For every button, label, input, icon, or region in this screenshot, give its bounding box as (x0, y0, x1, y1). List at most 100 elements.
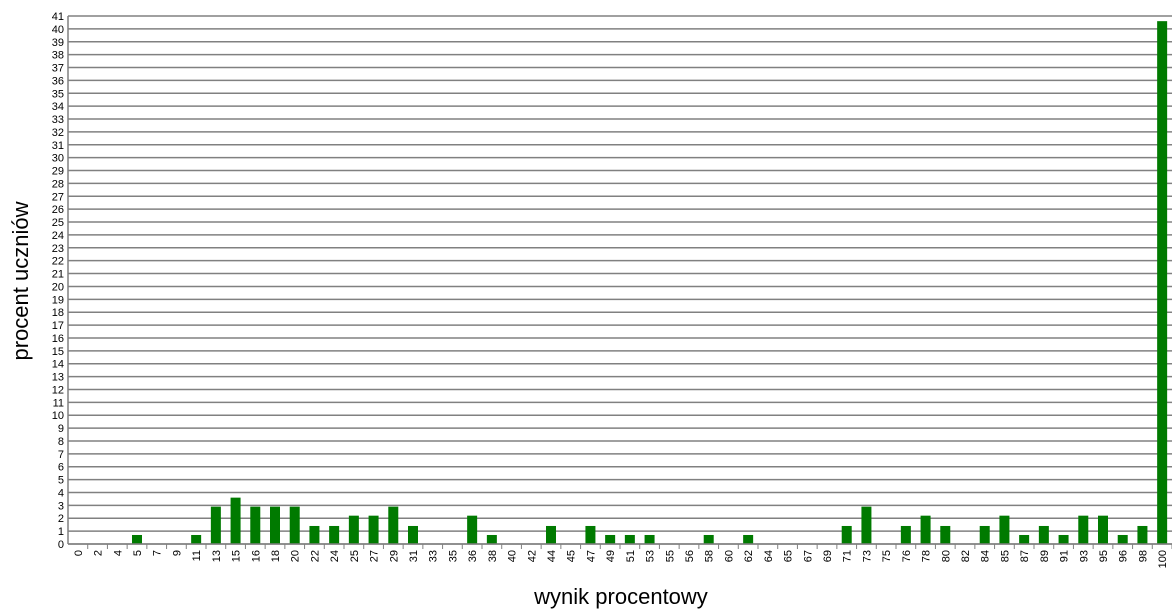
x-tick-label: 69 (822, 550, 834, 562)
x-tick-label: 16 (250, 550, 262, 562)
bar (841, 525, 852, 544)
x-tick-label: 82 (960, 550, 972, 562)
x-tick-label: 55 (664, 550, 676, 562)
x-tick-label: 73 (861, 550, 873, 562)
bar (979, 525, 990, 544)
x-tick-label: 36 (467, 550, 479, 562)
x-tick-labels: 0 2 4 5 7 9 11 13 15 16 18 20 22 24 25 27 29 31 33 35 36 38 40… (73, 550, 1169, 568)
y-tick-label: 4 (58, 487, 64, 499)
y-tick-label: 17 (52, 320, 64, 332)
y-tick-label: 10 (52, 410, 64, 422)
y-tick-label: 32 (52, 127, 64, 139)
y-tick-label: 14 (52, 359, 64, 371)
x-tick-label: 96 (1118, 550, 1130, 562)
y-tick-label: 23 (52, 243, 64, 255)
x-tick-label: 62 (743, 550, 755, 562)
y-tick-label: 13 (52, 372, 64, 384)
bar (329, 525, 340, 544)
x-tick-label: 44 (546, 550, 558, 562)
bar (920, 515, 931, 544)
y-tick-label: 15 (52, 346, 64, 358)
y-tick-label: 25 (52, 217, 64, 229)
y-tick-label: 36 (52, 75, 64, 87)
bar (743, 534, 754, 544)
bar (861, 506, 872, 544)
x-tick-label: 38 (487, 550, 499, 562)
x-tick-label: 27 (369, 550, 381, 562)
x-tick-label: 56 (684, 550, 696, 562)
y-tick-label: 26 (52, 204, 64, 216)
x-tick-label: 85 (999, 550, 1011, 562)
y-tick-label: 37 (52, 63, 64, 75)
bar (368, 515, 379, 544)
x-tick-label: 0 (73, 550, 85, 556)
x-tick-label: 53 (645, 550, 657, 562)
bar (191, 534, 202, 544)
x-tick-label: 5 (132, 550, 144, 556)
x-tick-label: 58 (704, 550, 716, 562)
x-tick-label: 76 (901, 550, 913, 562)
bar (605, 534, 616, 544)
x-tick-label: 31 (408, 550, 420, 562)
bar (289, 506, 300, 544)
x-tick-label: 75 (881, 550, 893, 562)
axes (67, 16, 1172, 549)
x-tick-label: 47 (585, 550, 597, 562)
bar (644, 534, 655, 544)
y-tick-label: 22 (52, 256, 64, 268)
gridlines (68, 15, 1172, 545)
y-tick-label: 24 (52, 230, 64, 242)
bar (250, 506, 261, 544)
bar (486, 534, 497, 544)
y-tick-label: 1 (58, 526, 64, 538)
y-tick-label: 31 (52, 140, 64, 152)
bar (1019, 534, 1030, 544)
y-tick-label: 27 (52, 191, 64, 203)
x-tick-label: 2 (93, 550, 105, 556)
y-tick-label: 16 (52, 333, 64, 345)
x-tick-label: 20 (290, 550, 302, 562)
bar (1078, 515, 1089, 544)
x-tick-label: 9 (171, 550, 183, 556)
y-tick-label: 30 (52, 153, 64, 165)
bar (408, 525, 418, 544)
bar (546, 525, 556, 544)
y-tick-label: 9 (58, 423, 64, 435)
bar (270, 506, 280, 544)
x-tick-label: 11 (191, 550, 203, 561)
y-tick-label: 19 (52, 294, 64, 306)
y-tick-label: 40 (52, 24, 64, 36)
x-tick-label: 13 (211, 550, 223, 562)
y-axis-title: procent uczniów (8, 201, 33, 360)
y-tick-label: 38 (52, 50, 64, 62)
x-tick-label: 15 (231, 550, 243, 562)
x-tick-label: 40 (507, 550, 519, 562)
y-tick-label: 28 (52, 178, 64, 190)
y-tick-label: 33 (52, 114, 64, 126)
bar (900, 525, 911, 544)
bar (309, 525, 320, 544)
x-tick-label: 91 (1059, 550, 1071, 562)
x-tick-label: 65 (783, 550, 795, 562)
bar (1117, 534, 1128, 544)
bar (467, 515, 478, 544)
x-tick-label: 100 (1157, 550, 1169, 568)
bar (940, 525, 951, 544)
y-tick-label: 18 (52, 307, 64, 319)
y-tick-label: 3 (58, 500, 64, 512)
x-tick-label: 51 (625, 550, 637, 562)
y-tick-label: 6 (58, 462, 64, 474)
x-axis-title: wynik procentowy (533, 584, 708, 609)
x-tick-label: 71 (842, 550, 854, 562)
x-tick-label: 33 (428, 550, 440, 562)
y-tick-label: 21 (52, 269, 64, 281)
bar (210, 506, 221, 544)
y-tick-label: 0 (58, 539, 64, 551)
bar (703, 534, 714, 544)
x-tick-label: 24 (329, 550, 341, 562)
bar (132, 534, 142, 544)
x-tick-label: 87 (1019, 550, 1031, 562)
x-tick-label: 45 (566, 550, 578, 562)
